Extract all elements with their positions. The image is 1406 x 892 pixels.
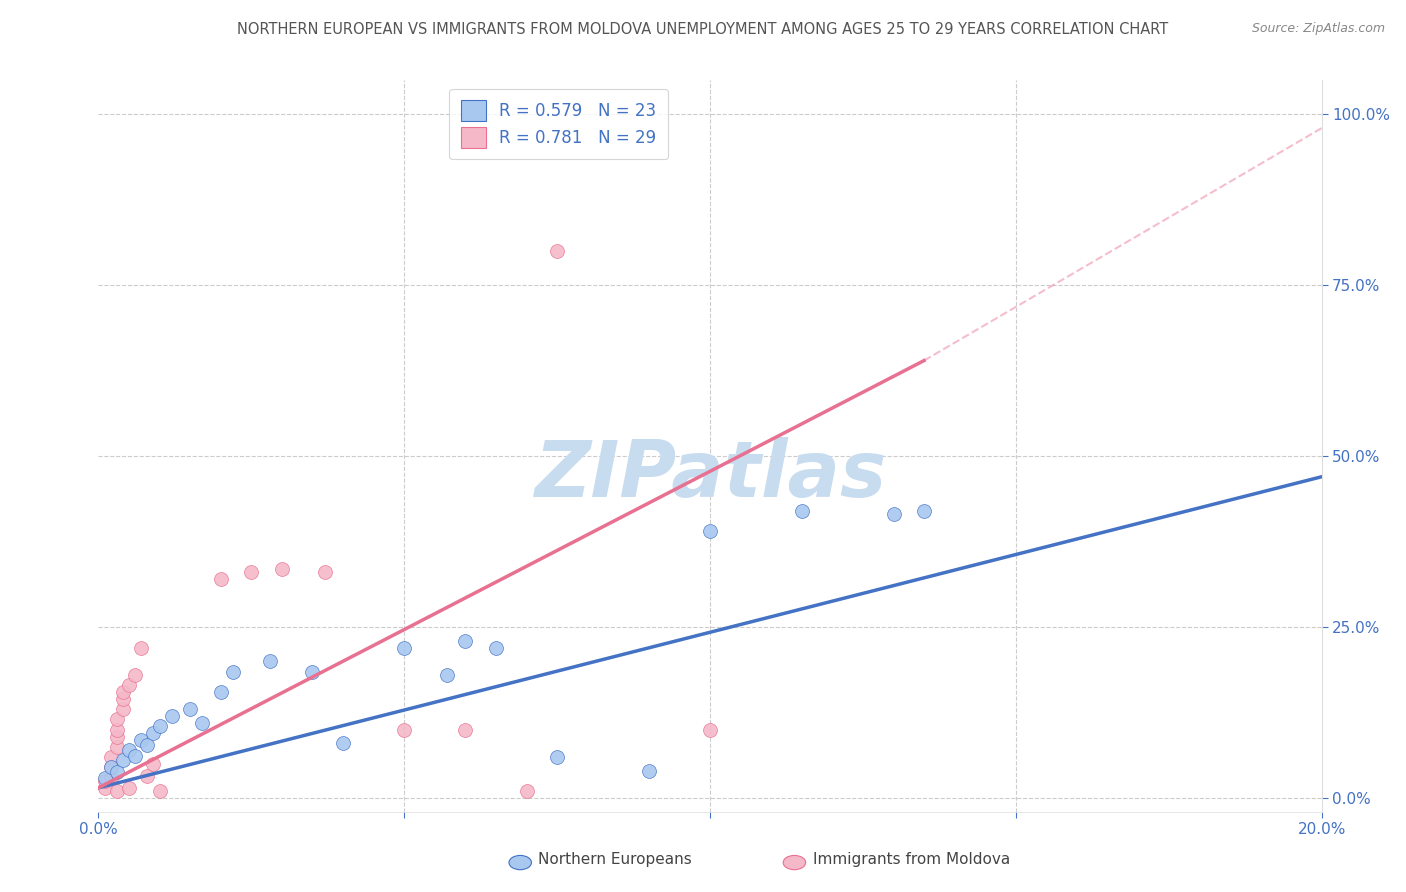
Point xyxy=(149,784,172,798)
Legend: R = 0.579   N = 23, R = 0.781   N = 29: R = 0.579 N = 23, R = 0.781 N = 29 xyxy=(450,88,668,160)
Point xyxy=(454,633,477,648)
Point xyxy=(129,733,152,747)
Text: Immigrants from Moldova: Immigrants from Moldova xyxy=(813,852,1010,867)
Point xyxy=(790,504,813,518)
Point xyxy=(111,685,134,699)
Point xyxy=(546,244,568,259)
Point xyxy=(118,743,141,757)
Point xyxy=(222,665,245,679)
Point xyxy=(111,692,134,706)
Point xyxy=(100,750,122,764)
Text: Source: ZipAtlas.com: Source: ZipAtlas.com xyxy=(1251,22,1385,36)
Point xyxy=(259,654,281,668)
Point xyxy=(105,713,128,727)
Point xyxy=(699,524,721,539)
Point xyxy=(105,784,128,798)
Point xyxy=(100,760,122,774)
Point xyxy=(699,723,721,737)
Point xyxy=(546,750,568,764)
Point xyxy=(100,771,122,785)
Text: NORTHERN EUROPEAN VS IMMIGRANTS FROM MOLDOVA UNEMPLOYMENT AMONG AGES 25 TO 29 YE: NORTHERN EUROPEAN VS IMMIGRANTS FROM MOL… xyxy=(238,22,1168,37)
Point xyxy=(111,702,134,716)
Point xyxy=(209,572,232,586)
Point xyxy=(149,719,172,733)
Text: Northern Europeans: Northern Europeans xyxy=(538,852,692,867)
Point xyxy=(209,685,232,699)
Point xyxy=(637,764,661,778)
Point xyxy=(93,780,115,795)
Point xyxy=(124,668,146,682)
Point xyxy=(436,668,458,682)
Point xyxy=(93,774,115,789)
Point xyxy=(240,566,263,580)
Point xyxy=(105,739,128,754)
Point xyxy=(142,726,165,740)
Point xyxy=(314,566,336,580)
Point xyxy=(100,760,122,774)
Point xyxy=(883,508,905,522)
Point xyxy=(516,784,538,798)
Point xyxy=(118,780,141,795)
Point xyxy=(392,723,416,737)
Point xyxy=(142,756,165,771)
Point xyxy=(124,748,146,763)
Point xyxy=(191,715,214,730)
Point xyxy=(270,562,292,576)
Point xyxy=(93,771,115,785)
Point xyxy=(454,723,477,737)
Point xyxy=(136,738,159,752)
Point xyxy=(105,723,128,737)
Point xyxy=(111,754,134,768)
Point xyxy=(105,730,128,744)
Point xyxy=(301,665,323,679)
Point xyxy=(392,640,416,655)
Point xyxy=(129,640,152,655)
Text: ZIPatlas: ZIPatlas xyxy=(534,437,886,513)
Point xyxy=(118,678,141,692)
Point xyxy=(179,702,201,716)
Point xyxy=(105,765,128,780)
Point xyxy=(160,709,183,723)
Point xyxy=(912,504,935,518)
Point xyxy=(332,736,354,750)
Point xyxy=(136,769,159,783)
Point xyxy=(485,640,508,655)
